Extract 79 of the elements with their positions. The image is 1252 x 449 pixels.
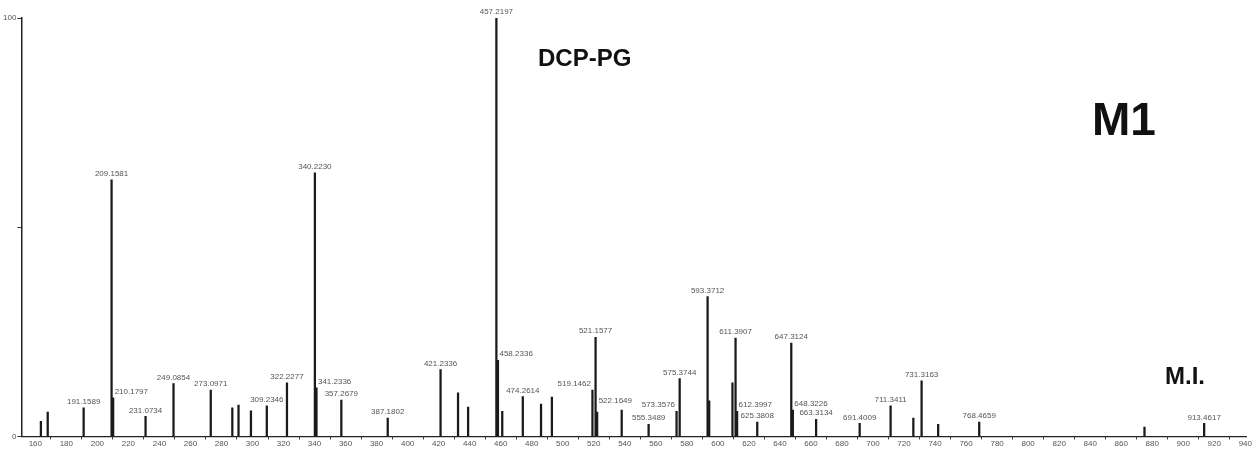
y-tick-label: 100 [2, 13, 17, 23]
x-tick-label: 620 [742, 439, 757, 449]
annotation: 648.3226 [794, 399, 829, 409]
annotation: 913.4617 [1187, 412, 1222, 422]
x-tick-label: 920 [1207, 439, 1222, 449]
x-tick-label: 380 [369, 439, 384, 449]
annotation: 519.1462 [557, 379, 592, 389]
annotation: 457.2197 [479, 7, 514, 17]
x-tick-label: 840 [1083, 439, 1098, 449]
annotation: 357.2679 [324, 389, 359, 399]
x-tick-label: 900 [1176, 439, 1191, 449]
x-tick-label: 480 [525, 439, 539, 449]
annotation: 573.3576 [641, 400, 676, 410]
annotation: 340.2230 [298, 162, 333, 172]
x-tick-label: 320 [276, 439, 291, 449]
x-tick-label: 540 [618, 439, 633, 449]
x-tick-label: 200 [90, 439, 105, 449]
x-tick-label: 300 [245, 439, 260, 449]
x-tick-label: 680 [835, 439, 850, 449]
annotation: 341.2336 [317, 377, 352, 387]
annotation: 555.3489 [631, 413, 666, 423]
x-tick-label: 860 [1114, 439, 1129, 449]
annotation: 458.2336 [499, 349, 534, 359]
x-tick-label: 780 [990, 439, 1005, 449]
annotation: 191.1589 [66, 397, 101, 407]
x-tick-label: 740 [928, 439, 943, 449]
x-tick-label: 600 [711, 439, 726, 449]
annotation: 663.3134 [799, 408, 834, 418]
x-tick-label: 240 [152, 439, 167, 449]
annotation: 210.1797 [114, 387, 149, 397]
annotation: 309.2346 [250, 395, 285, 405]
x-tick-label: 820 [1052, 439, 1067, 449]
annotation: 322.2277 [270, 372, 305, 382]
x-tick-label: 460 [494, 439, 508, 449]
x-tick-label: 800 [1021, 439, 1036, 449]
x-tick-label: 580 [680, 439, 695, 449]
annotation: 273.0971 [194, 379, 228, 389]
annotation: 731.3163 [904, 369, 939, 379]
x-tick-label: 220 [121, 439, 136, 449]
x-tick-label: 940 [1238, 439, 1252, 449]
x-tick-label: 720 [897, 439, 912, 449]
annotation: 575.3744 [662, 367, 697, 377]
annotation: 209.1581 [94, 169, 129, 179]
annotation: 768.4659 [962, 411, 997, 421]
x-tick-label: 660 [804, 439, 819, 449]
annotation: 593.3712 [690, 285, 725, 295]
annotation: 691.4009 [842, 412, 877, 422]
annotation: 647.3124 [774, 332, 809, 342]
x-tick-label: 340 [307, 439, 322, 449]
x-tick-label: 280 [214, 439, 229, 449]
annotation: 611.3907 [719, 327, 753, 337]
x-tick-label: 560 [649, 439, 664, 449]
x-tick-label: 400 [400, 439, 415, 449]
annotation: 249.0854 [156, 372, 191, 382]
x-tick-label: 160 [28, 439, 43, 449]
annotation: 387.1802 [371, 407, 405, 417]
x-tick-label: 440 [462, 439, 477, 449]
annotation: M1 [1092, 92, 1156, 146]
annotation: 612.3997 [738, 400, 773, 410]
x-tick-label: 420 [431, 439, 446, 449]
x-tick-label: 880 [1145, 439, 1160, 449]
x-tick-label: 640 [773, 439, 788, 449]
annotation: 421.2336 [423, 358, 458, 368]
x-tick-label: 180 [59, 439, 74, 449]
annotation: 522.1649 [598, 396, 633, 406]
annotation: DCP-PG [538, 44, 632, 72]
annotation: 625.3808 [740, 411, 775, 421]
annotation: 231.0734 [128, 405, 163, 415]
y-tick-label: 0 [11, 431, 17, 441]
annotation: 711.3411 [874, 395, 908, 405]
x-tick-label: 700 [866, 439, 881, 449]
x-tick-label: 500 [556, 439, 570, 449]
annotation: 474.2614 [506, 385, 541, 395]
x-tick-label: 260 [183, 439, 198, 449]
x-tick-label: 760 [959, 439, 974, 449]
x-tick-label: 520 [587, 439, 601, 449]
annotation: M.I. [1165, 362, 1205, 390]
x-tick-label: 360 [338, 439, 353, 449]
annotation: 521.1577 [578, 326, 613, 336]
